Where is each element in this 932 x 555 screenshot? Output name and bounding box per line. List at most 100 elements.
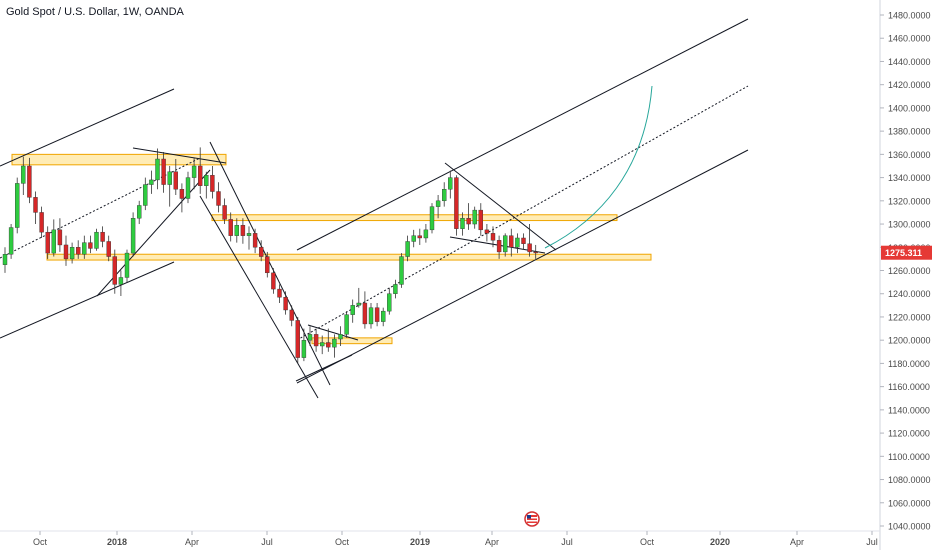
candle-body [118,277,124,285]
x-tick-label: Oct [640,537,655,547]
candle-body [478,209,483,231]
candle-body [161,158,166,185]
candle-body [228,219,233,236]
x-tick-label: Oct [335,537,350,547]
candle-body [88,242,93,249]
y-tick-label: 1320.0000 [888,196,931,206]
candle-body [130,218,136,254]
y-tick-label: 1480.0000 [888,11,931,21]
candle-body [33,197,38,213]
x-tick-label: Oct [33,537,48,547]
candle-body [313,334,319,347]
candle-body [149,179,154,185]
projection-curve [544,85,653,249]
candle-body [63,244,69,260]
candle-body [435,200,441,207]
current-price-label: 1275.311 [885,248,922,258]
us-flag-icon[interactable] [524,511,540,527]
candle-body [222,205,227,220]
y-tick-label: 1220.0000 [888,312,931,322]
candle-body [155,158,160,181]
x-tick-label: Apr [790,537,804,547]
candle-body [271,272,276,290]
candle-body [106,241,111,257]
candle-body [8,227,14,255]
candle-body [277,288,282,298]
candle-body [417,235,422,239]
x-tick-label: 2018 [107,537,127,547]
candle-body [490,233,496,241]
trend-line [307,324,359,341]
candle-body [94,231,99,249]
candle-body [344,314,349,335]
chart-title: Gold Spot / U.S. Dollar, 1W, OANDA [6,6,184,18]
y-tick-label: 1440.0000 [888,57,931,67]
candle-body [283,297,288,311]
candle-body [259,247,264,257]
trend-line [0,261,175,339]
y-tick-label: 1400.0000 [888,103,931,113]
y-tick-label: 1080.0000 [888,475,931,485]
trend-line [444,162,557,251]
candle-body [466,218,471,225]
x-tick-label: Apr [185,537,199,547]
candle-body [27,165,32,198]
candle-body [234,225,240,236]
candle-body [496,240,502,253]
candle-body [460,218,465,229]
candle-body [399,256,404,285]
x-tick-label: Jul [866,537,878,547]
candle-body [197,165,203,186]
candle-body [143,184,148,206]
candle-body [173,171,179,190]
candle-body [374,307,380,322]
candle-body [191,165,197,178]
candle-body [368,307,374,325]
current-price-label-bg [881,245,932,260]
y-tick-label: 1140.0000 [888,405,930,415]
candle-body [533,251,538,254]
candle-body [307,334,313,341]
candle-body [216,191,221,206]
candle-body [350,305,355,315]
y-tick-label: 1360.0000 [888,150,931,160]
trend-line [209,141,331,386]
candle-body [295,320,300,358]
y-tick-label: 1200.0000 [888,336,931,346]
candle-body [381,310,386,322]
candle-body [472,209,477,225]
trend-line [0,88,175,167]
channel-line [296,149,749,384]
candle-body [204,175,209,186]
candle-body [179,189,185,199]
candle-body [167,171,172,185]
candle-body [75,247,81,255]
candle-body [185,177,191,199]
support-resistance-zone [11,153,227,166]
candle-body [411,235,416,242]
candle-body [326,342,331,348]
candle-body [423,229,429,239]
candle-body [51,229,56,254]
candle-body [289,309,294,321]
support-resistance-zone [46,253,652,261]
candle-body [246,233,252,236]
candle-body [124,252,130,278]
y-tick-label: 1300.0000 [888,220,931,230]
trend-line [295,354,353,382]
channel-line [296,18,749,251]
candle-body [136,205,142,219]
y-tick-label: 1060.0000 [888,498,931,508]
candle-body [82,242,87,255]
trend-line [0,157,201,259]
candle-body [405,241,410,257]
y-tick-label: 1100.0000 [888,452,930,462]
candle-body [527,243,532,253]
candle-body [2,254,8,265]
x-tick-label: 2020 [710,537,730,547]
candle-body [362,302,368,325]
candle-body [448,177,453,190]
y-tick-label: 1120.0000 [888,429,930,439]
